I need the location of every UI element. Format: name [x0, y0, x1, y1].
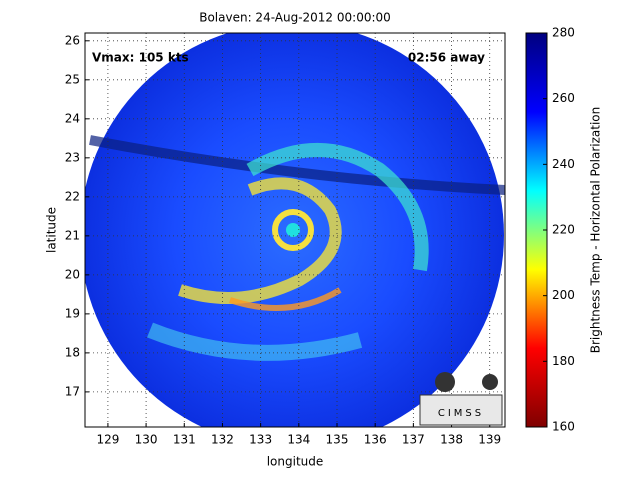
x-tick-label: 139 [478, 433, 501, 447]
logo: CIMSS [419, 372, 503, 426]
y-tick-label: 17 [65, 384, 80, 398]
x-tick-label: 129 [96, 433, 119, 447]
colorbar-tick-label: 240 [552, 157, 575, 171]
x-tick-label: 137 [402, 433, 425, 447]
chart-title: Bolaven: 24-Aug-2012 00:00:00 [199, 11, 391, 25]
colorbar-tick-label: 220 [552, 223, 575, 237]
x-tick-label: 130 [135, 433, 158, 447]
x-tick-label: 138 [440, 433, 463, 447]
y-tick-label: 19 [65, 306, 80, 320]
colorbar-tick-label: 160 [552, 420, 575, 434]
x-tick-label: 135 [326, 433, 349, 447]
annotation: Vmax: 105 kts [92, 51, 189, 65]
y-tick-label: 22 [65, 189, 80, 203]
y-tick-label: 20 [65, 267, 80, 281]
x-tick-label: 136 [364, 433, 387, 447]
y-tick-label: 24 [65, 111, 80, 125]
colorbar-tick-label: 260 [552, 91, 575, 105]
logo-text: CIMSS [438, 408, 484, 419]
colorbar-tick-label: 200 [552, 288, 575, 302]
colorbar-tick-label: 280 [552, 26, 575, 40]
y-tick-label: 25 [65, 72, 80, 86]
satellite-image [85, 33, 505, 427]
y-tick-label: 21 [65, 228, 80, 242]
y-tick-label: 23 [65, 150, 80, 164]
colorbar-label: Brightness Temp - Horizontal Polarizatio… [589, 107, 603, 354]
x-tick-label: 131 [173, 433, 196, 447]
annotation: 02:56 away [408, 51, 485, 65]
x-axis-label: longitude [267, 455, 324, 469]
x-tick-label: 132 [211, 433, 234, 447]
x-tick-label: 133 [249, 433, 272, 447]
y-tick-label: 26 [65, 33, 80, 47]
x-tick-label: 134 [287, 433, 310, 447]
y-tick-label: 18 [65, 345, 80, 359]
colorbar-tick-label: 180 [552, 354, 575, 368]
y-axis-label: latitude [45, 207, 59, 253]
axes-frame [84, 32, 506, 428]
